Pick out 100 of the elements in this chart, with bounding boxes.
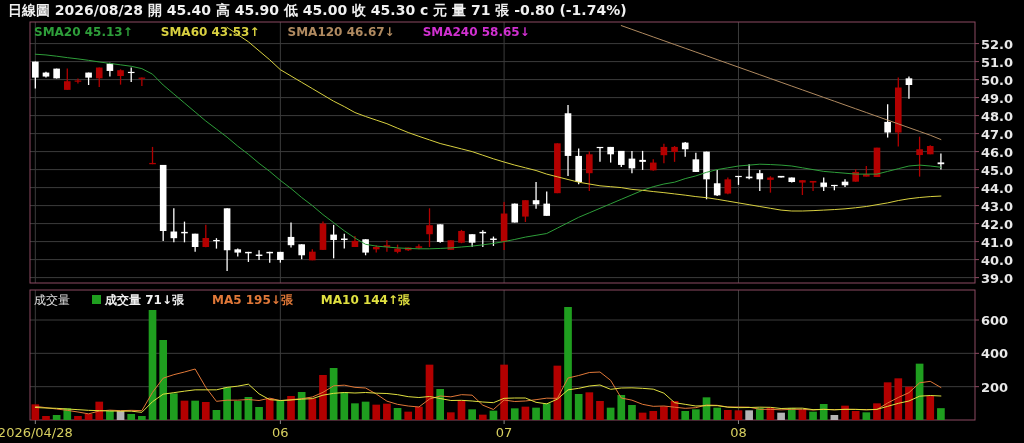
y-tick-label: 39.0	[981, 270, 1014, 286]
chart-title: 成交量	[34, 293, 70, 307]
bar	[233, 401, 242, 420]
bar	[446, 412, 455, 420]
bar	[415, 406, 423, 420]
y-tick-label: 42.0	[981, 216, 1014, 232]
candlestick	[543, 190, 551, 217]
bar	[84, 414, 93, 420]
bar	[297, 392, 306, 420]
bar	[180, 400, 189, 420]
bar	[926, 396, 935, 420]
y-tick-label: 600	[981, 313, 1009, 328]
bar	[894, 378, 903, 420]
bar	[404, 411, 413, 420]
line-series	[34, 53, 942, 250]
bar	[308, 398, 317, 420]
bar	[681, 411, 690, 420]
x-tick-label: 06	[272, 425, 289, 440]
candlestick	[916, 136, 923, 178]
bar	[564, 307, 572, 420]
legend-label: 成交量 71↓張	[104, 293, 185, 307]
bar	[745, 410, 753, 420]
bar	[851, 411, 860, 420]
bar	[500, 364, 508, 420]
bar	[340, 392, 349, 420]
candlestick	[809, 180, 817, 192]
bar	[478, 414, 487, 420]
bar	[372, 404, 381, 420]
y-tick-label: 45.0	[981, 162, 1014, 178]
candlestick	[426, 207, 433, 248]
bar	[319, 375, 327, 420]
bar	[819, 404, 828, 420]
bar	[873, 403, 881, 420]
y-tick-label: 52.0	[981, 36, 1014, 52]
bar	[223, 387, 231, 420]
bar	[265, 398, 274, 420]
bar	[255, 407, 263, 420]
candlestick	[63, 67, 71, 91]
bar	[585, 392, 594, 420]
bar	[628, 405, 636, 420]
bar	[436, 389, 445, 420]
bar	[798, 410, 807, 420]
bar	[159, 340, 168, 420]
bar	[723, 410, 732, 420]
y-tick-label: 44.0	[981, 180, 1014, 196]
bar	[31, 404, 40, 420]
bar	[692, 409, 700, 420]
y-tick-label: 51.0	[981, 54, 1014, 70]
candlestick	[330, 224, 337, 259]
bar	[351, 403, 359, 420]
bar	[617, 395, 626, 420]
y-tick-label: 49.0	[981, 90, 1014, 106]
y-tick-label: 41.0	[981, 234, 1014, 250]
candlestick	[586, 150, 593, 192]
candlestick	[884, 103, 891, 139]
candlestick	[692, 152, 700, 173]
bar	[532, 407, 540, 420]
bar	[95, 401, 104, 420]
bar	[383, 403, 391, 420]
bar	[574, 394, 583, 420]
bar	[42, 416, 50, 420]
bar	[862, 412, 871, 420]
candlestick	[639, 150, 646, 171]
candlestick	[713, 169, 721, 197]
bar	[201, 402, 210, 420]
y-tick-label: 43.0	[981, 198, 1014, 214]
bar	[74, 416, 82, 420]
bar	[138, 416, 146, 420]
candlestick	[436, 223, 444, 244]
y-tick-label: 47.0	[981, 126, 1014, 142]
candlestick	[937, 152, 945, 171]
bar	[52, 415, 61, 420]
bar	[809, 411, 817, 420]
bar	[713, 407, 722, 420]
line-series	[34, 383, 942, 413]
legend: 成交量 71↓張 MA5 195↓張 MA10 144↑張	[92, 293, 410, 307]
y-tick-label: 48.0	[981, 108, 1014, 124]
bar	[191, 400, 199, 420]
y-tick-label: 40.0	[981, 252, 1014, 268]
bar	[542, 403, 551, 420]
y-tick-label: 400	[981, 346, 1009, 362]
bar	[127, 414, 136, 420]
bar	[905, 386, 913, 420]
candlestick	[756, 169, 764, 192]
bar	[468, 409, 476, 420]
bar	[393, 408, 402, 420]
bar	[777, 412, 785, 420]
bar	[937, 408, 945, 420]
bar	[830, 415, 839, 420]
candlestick	[32, 60, 39, 90]
bar	[649, 411, 658, 420]
candlestick	[522, 199, 529, 223]
bar	[510, 408, 519, 420]
chart-title: 日線圖 2026/08/28 開 45.40 高 45.90 低 45.00 收 45.30 c 元 量 71 張 -0.80 (-1.74%)	[8, 2, 627, 18]
bar	[660, 406, 668, 420]
x-tick-label: 07	[495, 425, 513, 440]
bar	[212, 410, 221, 420]
bar	[596, 401, 604, 420]
bar	[287, 396, 295, 420]
bar	[734, 410, 743, 420]
